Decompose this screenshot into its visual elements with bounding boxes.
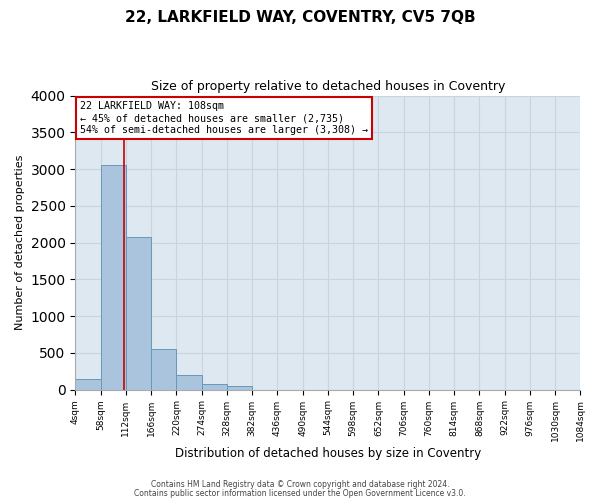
Text: Contains public sector information licensed under the Open Government Licence v3: Contains public sector information licen… — [134, 489, 466, 498]
Text: 22, LARKFIELD WAY, COVENTRY, CV5 7QB: 22, LARKFIELD WAY, COVENTRY, CV5 7QB — [125, 10, 475, 25]
Bar — [126, 236, 151, 390]
Bar — [76, 378, 101, 390]
Bar — [227, 386, 252, 390]
Title: Size of property relative to detached houses in Coventry: Size of property relative to detached ho… — [151, 80, 505, 93]
Bar — [202, 384, 227, 390]
X-axis label: Distribution of detached houses by size in Coventry: Distribution of detached houses by size … — [175, 447, 481, 460]
Bar — [176, 375, 202, 390]
Text: 22 LARKFIELD WAY: 108sqm
← 45% of detached houses are smaller (2,735)
54% of sem: 22 LARKFIELD WAY: 108sqm ← 45% of detach… — [80, 102, 368, 134]
Bar — [101, 166, 126, 390]
Bar — [151, 349, 176, 390]
Text: Contains HM Land Registry data © Crown copyright and database right 2024.: Contains HM Land Registry data © Crown c… — [151, 480, 449, 489]
Y-axis label: Number of detached properties: Number of detached properties — [15, 155, 25, 330]
